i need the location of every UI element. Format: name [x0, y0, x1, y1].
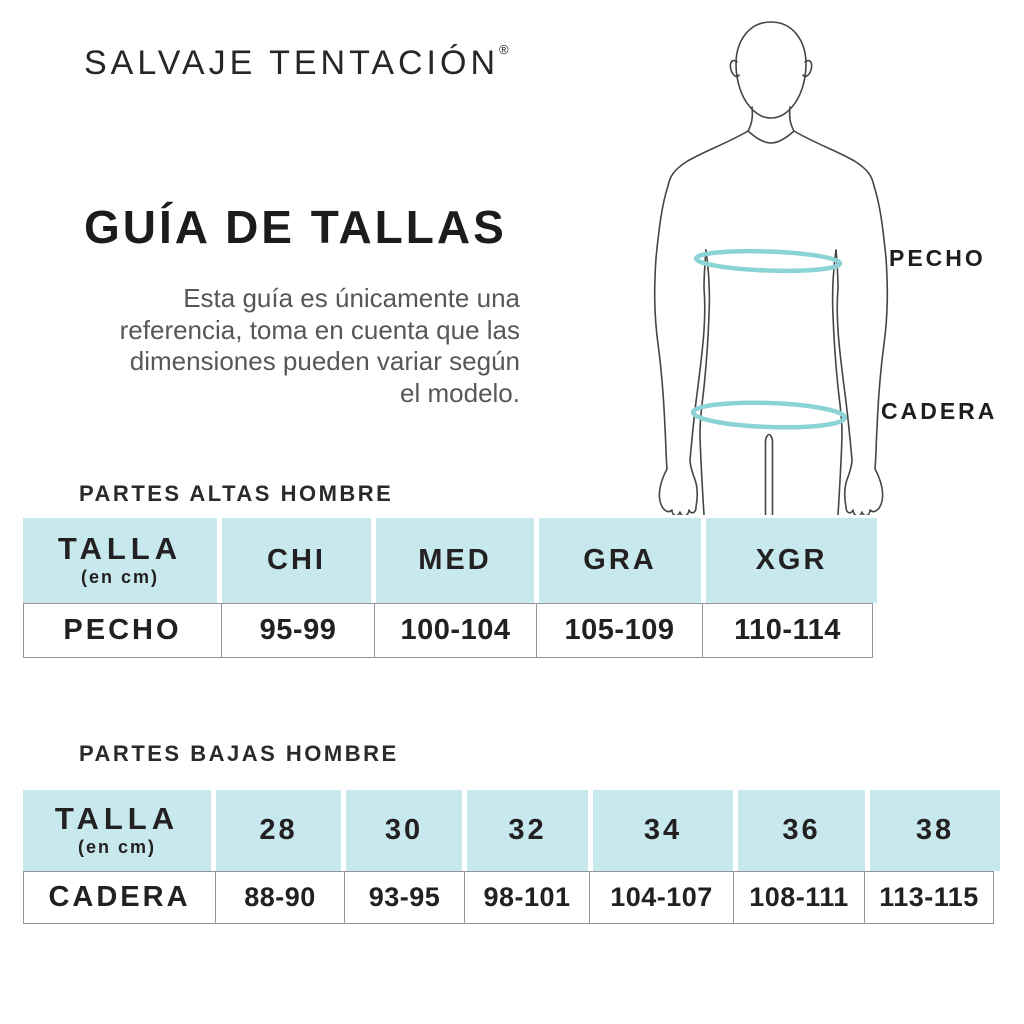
- size-label: XGR: [755, 544, 828, 576]
- bottoms-table-data-row: CADERA 88-90 93-95 98-101 104-107 108-11…: [23, 871, 1000, 924]
- bottoms-header-size-cell: 34: [593, 790, 738, 871]
- bottoms-header-size-cell: 30: [346, 790, 467, 871]
- bottoms-header-size-cell: 32: [467, 790, 593, 871]
- tops-value-cell: 95-99: [221, 603, 375, 658]
- tops-header-size-cell: CHI: [222, 518, 376, 603]
- brand-name-text: SALVAJE TENTACIÓN: [84, 44, 500, 82]
- bottoms-table-header-row: TALLA (en cm) 28 30 32 34 36 38: [23, 790, 1000, 871]
- bottoms-value-cell: 98-101: [464, 871, 590, 924]
- tops-header-talla-cell: TALLA (en cm): [23, 518, 222, 603]
- tops-value-cell: 100-104: [374, 603, 537, 658]
- cell-value: 93-95: [368, 882, 441, 912]
- tops-header-size-cell: MED: [376, 518, 539, 603]
- bottoms-value-cell: 93-95: [344, 871, 465, 924]
- tops-header-size-cell: GRA: [539, 518, 706, 603]
- bottoms-header-size-cell: 36: [738, 790, 870, 871]
- cell-value: 95-99: [259, 614, 337, 646]
- male-figure-illustration: [600, 10, 960, 517]
- bottoms-header-size-cell: 28: [216, 790, 346, 871]
- bottoms-row-label-cell: CADERA: [23, 871, 216, 924]
- cell-value: 104-107: [610, 882, 713, 912]
- size-label: GRA: [583, 544, 657, 576]
- tops-table-data-row: PECHO 95-99 100-104 105-109 110-114: [23, 603, 877, 658]
- size-label: MED: [418, 544, 492, 576]
- bottoms-value-cell: 113-115: [864, 871, 994, 924]
- tops-header-size-cell: XGR: [706, 518, 877, 603]
- talla-label: TALLA: [57, 530, 183, 566]
- tops-table-header-row: TALLA (en cm) CHI MED GRA XGR: [23, 518, 877, 603]
- cell-value: 110-114: [734, 614, 841, 646]
- figure-outline: [653, 21, 889, 517]
- size-label: 30: [384, 814, 424, 846]
- size-label: 36: [782, 814, 821, 846]
- tops-size-table: TALLA (en cm) CHI MED GRA XGR PECHO 95-9…: [23, 518, 877, 658]
- guide-description-line: Esta guía es únicamente una: [183, 283, 520, 313]
- cell-value: 98-101: [483, 882, 571, 912]
- chest-label: PECHO: [889, 245, 986, 271]
- chest-measure-line: [693, 248, 843, 274]
- size-label: 32: [508, 814, 547, 846]
- size-label: 34: [643, 814, 683, 846]
- hip-label: CADERA: [881, 398, 998, 424]
- cell-value: 113-115: [879, 882, 979, 912]
- bottoms-size-table: TALLA (en cm) 28 30 32 34 36 38 CADERA 8…: [23, 790, 1000, 924]
- bottoms-value-cell: 108-111: [733, 871, 865, 924]
- page-title: GUÍA DE TALLAS: [84, 201, 507, 253]
- bottoms-header-talla-cell: TALLA (en cm): [23, 790, 216, 871]
- size-label: 28: [259, 814, 298, 846]
- guide-description: Esta guía es únicamente una referencia, …: [120, 283, 520, 409]
- talla-label: TALLA: [54, 800, 180, 836]
- guide-description-line: referencia, toma en cuenta que las: [119, 314, 520, 345]
- tops-value-cell: 110-114: [702, 603, 873, 658]
- size-label: CHI: [267, 544, 326, 576]
- registered-trademark-symbol: ®: [499, 42, 509, 57]
- row-label: CADERA: [48, 881, 191, 913]
- size-label: 38: [915, 814, 955, 846]
- bottoms-header-size-cell: 38: [870, 790, 1000, 871]
- hip-measure-line: [690, 400, 848, 430]
- cell-value: 108-111: [749, 882, 849, 912]
- male-figure-svg: [653, 21, 889, 517]
- cell-value: 105-109: [564, 614, 675, 646]
- guide-description-line: dimensiones pueden variar según: [129, 346, 520, 376]
- brand-name: SALVAJE TENTACIÓN®: [84, 42, 509, 83]
- bottoms-value-cell: 104-107: [589, 871, 734, 924]
- guide-description-line: el modelo.: [400, 377, 520, 408]
- tops-value-cell: 105-109: [536, 603, 703, 658]
- cell-value: 100-104: [400, 614, 511, 646]
- tops-row-label-cell: PECHO: [23, 603, 222, 658]
- talla-unit: (en cm): [80, 567, 159, 588]
- talla-unit: (en cm): [77, 837, 156, 858]
- section-title-bottoms: PARTES BAJAS HOMBRE: [79, 741, 399, 766]
- row-label: PECHO: [63, 614, 182, 646]
- section-title-tops: PARTES ALTAS HOMBRE: [79, 481, 394, 506]
- bottoms-value-cell: 88-90: [215, 871, 345, 924]
- cell-value: 88-90: [244, 882, 316, 912]
